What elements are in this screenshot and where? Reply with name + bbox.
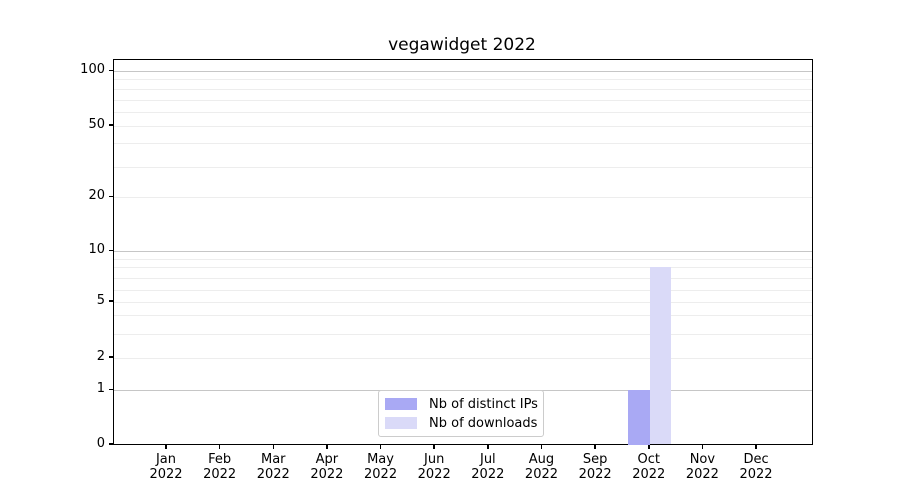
x-tick-label-oct: Oct 2022 xyxy=(632,451,666,482)
bar-distinct-ips xyxy=(628,390,650,445)
x-tick-mark xyxy=(433,445,435,449)
x-tick-mark xyxy=(755,445,757,449)
legend-swatch-distinct-ips xyxy=(385,398,417,410)
y-tick-mark xyxy=(109,356,113,358)
y-tick-label: 0 xyxy=(96,435,105,451)
y-gridline-minor xyxy=(114,197,812,198)
x-tick-label-apr: Apr 2022 xyxy=(310,451,344,482)
y-tick-label: 1 xyxy=(96,381,105,396)
y-tick-mark xyxy=(109,388,113,390)
y-tick-mark xyxy=(109,300,113,302)
legend-label-distinct-ips: Nb of distinct IPs xyxy=(429,396,538,412)
y-tick-label: 2 xyxy=(96,348,105,364)
plot-area xyxy=(113,59,813,445)
y-gridline-major xyxy=(114,251,812,252)
legend: Nb of distinct IPs Nb of downloads xyxy=(378,390,544,437)
x-tick-mark xyxy=(701,445,704,449)
y-gridline-minor xyxy=(114,357,812,359)
x-tick-label-sep: Sep 2022 xyxy=(578,451,612,482)
y-gridline-minor xyxy=(114,143,812,144)
y-gridline-minor xyxy=(114,167,812,168)
y-gridline-minor xyxy=(114,112,812,113)
x-tick-mark xyxy=(326,445,328,449)
y-tick-mark xyxy=(109,124,113,126)
x-tick-mark xyxy=(594,445,596,449)
legend-item-distinct-ips: Nb of distinct IPs xyxy=(385,397,543,412)
y-gridline-minor xyxy=(114,290,812,291)
y-gridline-minor xyxy=(114,334,812,335)
y-gridline-minor xyxy=(114,100,812,101)
x-tick-mark xyxy=(379,445,382,449)
x-tick-label-jan: Jan 2022 xyxy=(149,451,183,482)
y-gridline-minor xyxy=(114,301,812,303)
y-gridline-minor xyxy=(114,89,812,90)
y-tick-label: 10 xyxy=(88,242,105,257)
x-tick-mark xyxy=(165,445,167,449)
y-tick-mark xyxy=(109,195,113,197)
x-tick-label-jun: Jun 2022 xyxy=(417,451,451,482)
x-tick-label-feb: Feb 2022 xyxy=(203,451,237,482)
bar-downloads xyxy=(649,266,672,445)
x-tick-mark xyxy=(540,445,543,449)
legend-label-downloads: Nb of downloads xyxy=(429,415,538,431)
legend-swatch-downloads xyxy=(385,417,417,429)
y-tick-label: 50 xyxy=(88,116,105,132)
y-tick-label: 100 xyxy=(80,62,105,77)
chart-title: vegawidget 2022 xyxy=(388,35,536,55)
x-tick-mark xyxy=(272,445,275,449)
x-tick-label-jul: Jul 2022 xyxy=(471,451,505,482)
y-tick-label: 5 xyxy=(96,292,105,308)
x-tick-mark xyxy=(648,445,650,449)
x-tick-label-nov: Nov 2022 xyxy=(685,451,719,482)
x-tick-mark xyxy=(487,445,489,449)
y-gridline-minor xyxy=(114,125,812,127)
y-gridline-minor xyxy=(114,315,812,316)
y-gridline-minor xyxy=(114,266,812,268)
y-tick-mark xyxy=(109,69,113,71)
x-tick-label-may: May 2022 xyxy=(364,451,398,482)
x-tick-mark xyxy=(218,445,221,449)
y-tick-mark xyxy=(109,443,113,445)
y-tick-label: 20 xyxy=(88,188,105,203)
y-tick-mark xyxy=(109,249,113,251)
y-gridline-minor xyxy=(114,259,812,260)
x-tick-label-mar: Mar 2022 xyxy=(256,451,290,482)
y-gridline-major xyxy=(114,71,812,72)
x-tick-label-aug: Aug 2022 xyxy=(524,451,559,482)
x-tick-label-dec: Dec 2022 xyxy=(739,451,773,482)
y-gridline-minor xyxy=(114,79,812,80)
y-gridline-minor xyxy=(114,278,812,279)
legend-item-downloads: Nb of downloads xyxy=(385,416,543,431)
